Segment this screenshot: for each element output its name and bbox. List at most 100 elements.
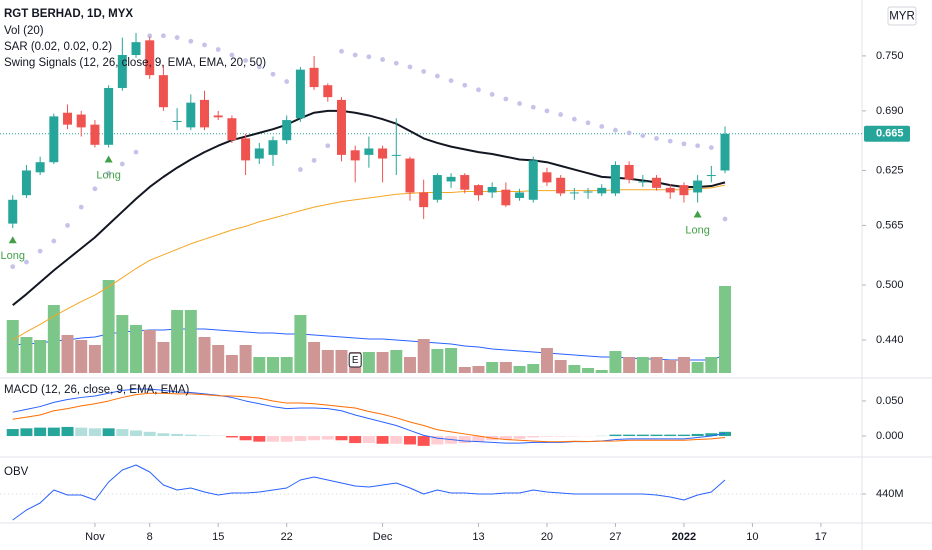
macd-histogram-bar <box>609 434 622 437</box>
candle-body <box>49 116 59 163</box>
sar-dot <box>517 101 522 106</box>
macd-title: MACD (12, 26, close, 9, EMA, EMA) <box>4 384 190 396</box>
sar-dot <box>352 52 358 58</box>
macd-histogram-bar <box>513 436 526 439</box>
macd-histogram-bar <box>664 434 677 437</box>
volume-bar <box>458 367 471 373</box>
sar-dot <box>119 161 125 167</box>
y-tick-label: 0.690 <box>876 105 904 117</box>
candle-body <box>638 181 648 183</box>
candle-body <box>63 112 73 125</box>
obv-title: OBV <box>4 466 29 478</box>
macd-histogram-bar <box>472 436 485 442</box>
sar-dot <box>106 170 112 176</box>
candle-body <box>378 148 388 159</box>
candle-body <box>8 199 18 224</box>
sar-dot <box>256 64 262 70</box>
macd-histogram-bar <box>88 428 101 437</box>
sar-dot <box>380 57 385 62</box>
sar-dot <box>10 264 16 270</box>
candle-body <box>652 177 662 188</box>
sar-dot <box>681 141 687 147</box>
volume-bar <box>171 310 184 373</box>
volume-bar <box>527 364 540 373</box>
macd-histogram-bar <box>335 436 348 441</box>
volume-bar <box>595 370 608 373</box>
sar-dot <box>558 112 564 117</box>
candle-body <box>158 75 168 108</box>
volume-legend: Vol (20) <box>4 25 44 37</box>
signal-line <box>12 392 726 443</box>
sar-dot <box>37 248 43 254</box>
macd-histogram-bar <box>266 436 279 442</box>
volume-bar <box>677 357 690 373</box>
candle-body <box>391 154 401 156</box>
volume-bar <box>554 360 567 373</box>
y-tick-label: 0.000 <box>876 430 904 442</box>
y-tick-label: 0.050 <box>876 395 904 407</box>
candle-body <box>460 175 470 190</box>
macd-histogram-bar <box>540 436 553 437</box>
x-tick-label: 8 <box>147 531 153 543</box>
volume-bar <box>308 342 321 373</box>
sar-dot <box>229 52 235 58</box>
macd-histogram-bar <box>102 428 115 437</box>
sar-dot <box>421 69 427 74</box>
x-tick-label: 17 <box>815 531 827 543</box>
volume-bar <box>88 345 101 373</box>
macd-histogram-bar <box>691 433 704 437</box>
macd-histogram-bar <box>321 436 334 440</box>
macd-histogram-bar <box>650 434 663 437</box>
y-tick-label: 0.750 <box>876 50 904 62</box>
sar-dot <box>530 104 536 110</box>
macd-histogram-bar <box>198 435 211 437</box>
sar-dot <box>448 78 454 84</box>
sar-dot <box>284 79 290 84</box>
sar-dot <box>161 33 166 39</box>
macd-histogram-bar <box>677 434 690 437</box>
sar-dot <box>24 259 29 265</box>
volume-bar <box>719 286 732 373</box>
candle-body <box>200 99 210 128</box>
y-tick-label: 0.565 <box>876 219 904 231</box>
volume-bar <box>239 345 252 373</box>
x-tick-label: 27 <box>609 531 621 543</box>
candle-body <box>131 42 141 55</box>
candle-body <box>282 120 292 141</box>
macd-histogram-bar <box>719 431 732 437</box>
sar-dot <box>476 87 481 93</box>
candle-body <box>665 187 675 193</box>
volume-bar <box>623 357 636 373</box>
sar-dot <box>243 58 249 63</box>
volume-bar <box>225 355 238 373</box>
candle-body <box>186 102 196 128</box>
volume-bar <box>390 350 403 373</box>
volume-bar <box>568 365 581 373</box>
sar-dot <box>147 33 153 39</box>
sar-dot <box>667 138 673 144</box>
volume-bar <box>212 345 225 373</box>
candle-body <box>76 114 86 128</box>
sar-dot <box>722 216 728 222</box>
sar-dot <box>393 60 399 66</box>
candle-body <box>528 160 538 200</box>
volume-bar <box>34 340 47 373</box>
candle-body <box>446 176 456 182</box>
volume-bar <box>143 330 156 373</box>
x-tick-label: 20 <box>541 531 553 543</box>
candle-body <box>254 148 264 159</box>
candle-body <box>624 164 634 180</box>
macd-histogram-bar <box>705 433 718 437</box>
candle-body <box>583 191 593 193</box>
macd-histogram-bar <box>253 436 266 442</box>
volume-bar <box>445 348 458 373</box>
macd-histogram-bar <box>623 434 636 437</box>
volume-bar <box>431 349 444 373</box>
macd-histogram-bar <box>116 429 129 437</box>
macd-histogram-bar <box>34 427 47 437</box>
macd-line <box>12 388 726 444</box>
candle-body <box>610 164 620 194</box>
